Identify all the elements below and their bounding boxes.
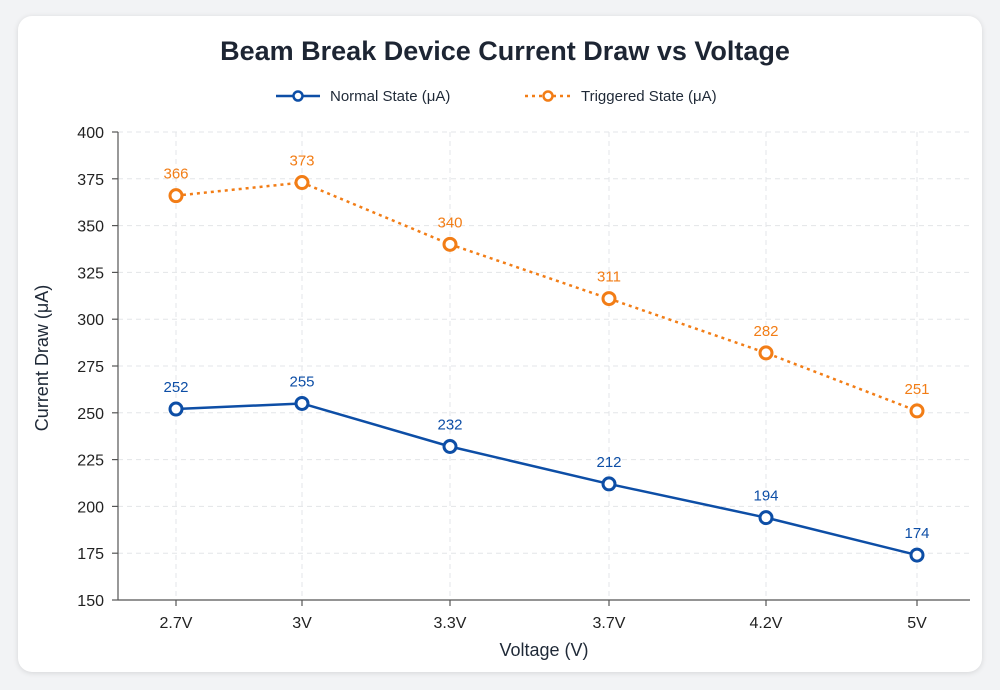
data-point xyxy=(442,236,458,252)
data-label: 282 xyxy=(753,323,778,340)
legend-item-triggered: Triggered State (μA) xyxy=(525,88,717,105)
data-point xyxy=(758,510,774,526)
data-label: 212 xyxy=(596,454,621,471)
legend-item-normal: Normal State (μA) xyxy=(276,88,450,105)
x-tick-label: 3.7V xyxy=(593,615,626,632)
x-tick-label: 3V xyxy=(292,615,312,632)
data-point xyxy=(168,401,184,417)
x-axis-label: Voltage (V) xyxy=(499,640,588,660)
data-label: 232 xyxy=(437,416,462,433)
series-line xyxy=(175,402,918,557)
series-normal: 252 255 232 212 194 174 xyxy=(163,373,930,563)
data-point xyxy=(294,175,310,191)
axes xyxy=(112,131,970,606)
data-label: 366 xyxy=(163,166,188,183)
chart-title: Beam Break Device Current Draw vs Voltag… xyxy=(220,36,790,66)
x-tick-label: 3.3V xyxy=(434,615,467,632)
legend-label-normal: Normal State (μA) xyxy=(330,88,450,105)
series-group: 252 255 232 212 194 174 366 373 340 311 282 251 xyxy=(163,153,930,563)
legend-label-triggered: Triggered State (μA) xyxy=(581,88,717,105)
data-label: 340 xyxy=(437,214,462,231)
data-point xyxy=(601,476,617,492)
y-tick-labels: 150 175 200 225 250 275 300 325 350 375 400 xyxy=(77,125,104,610)
data-point xyxy=(168,188,184,204)
y-tick-label: 200 xyxy=(77,499,104,516)
y-tick-label: 300 xyxy=(77,312,104,329)
data-label: 252 xyxy=(163,379,188,396)
y-tick-label: 225 xyxy=(77,453,104,470)
y-tick-label: 375 xyxy=(77,172,104,189)
legend-marker-normal xyxy=(292,90,304,102)
y-axis-label: Current Draw (μA) xyxy=(32,285,52,431)
data-point xyxy=(758,345,774,361)
data-label: 255 xyxy=(289,373,314,390)
y-tick-label: 350 xyxy=(77,219,104,236)
legend-marker-triggered xyxy=(542,90,554,102)
y-tick-label: 275 xyxy=(77,359,104,376)
chart-card xyxy=(18,16,982,672)
series-line xyxy=(175,181,918,413)
data-label: 251 xyxy=(904,381,929,398)
data-label: 174 xyxy=(904,525,929,542)
legend: Normal State (μA) Triggered State (μA) xyxy=(276,88,717,105)
data-point xyxy=(442,438,458,454)
y-tick-label: 250 xyxy=(77,406,104,423)
series-triggered: 366 373 340 311 282 251 xyxy=(163,153,930,419)
data-label: 373 xyxy=(289,153,314,170)
data-label: 311 xyxy=(597,269,621,286)
y-tick-label: 400 xyxy=(77,125,104,142)
y-tick-label: 325 xyxy=(77,265,104,282)
x-tick-label: 5V xyxy=(907,615,927,632)
data-point xyxy=(294,395,310,411)
data-point xyxy=(601,291,617,307)
data-label: 194 xyxy=(753,488,778,505)
x-tick-labels: 2.7V 3V 3.3V 3.7V 4.2V 5V xyxy=(160,615,928,632)
y-tick-label: 150 xyxy=(77,593,104,610)
x-tick-label: 2.7V xyxy=(160,615,193,632)
data-point xyxy=(909,547,925,563)
x-tick-label: 4.2V xyxy=(750,615,783,632)
data-point xyxy=(909,403,925,419)
grid-lines xyxy=(118,131,970,600)
y-tick-label: 175 xyxy=(77,546,104,563)
